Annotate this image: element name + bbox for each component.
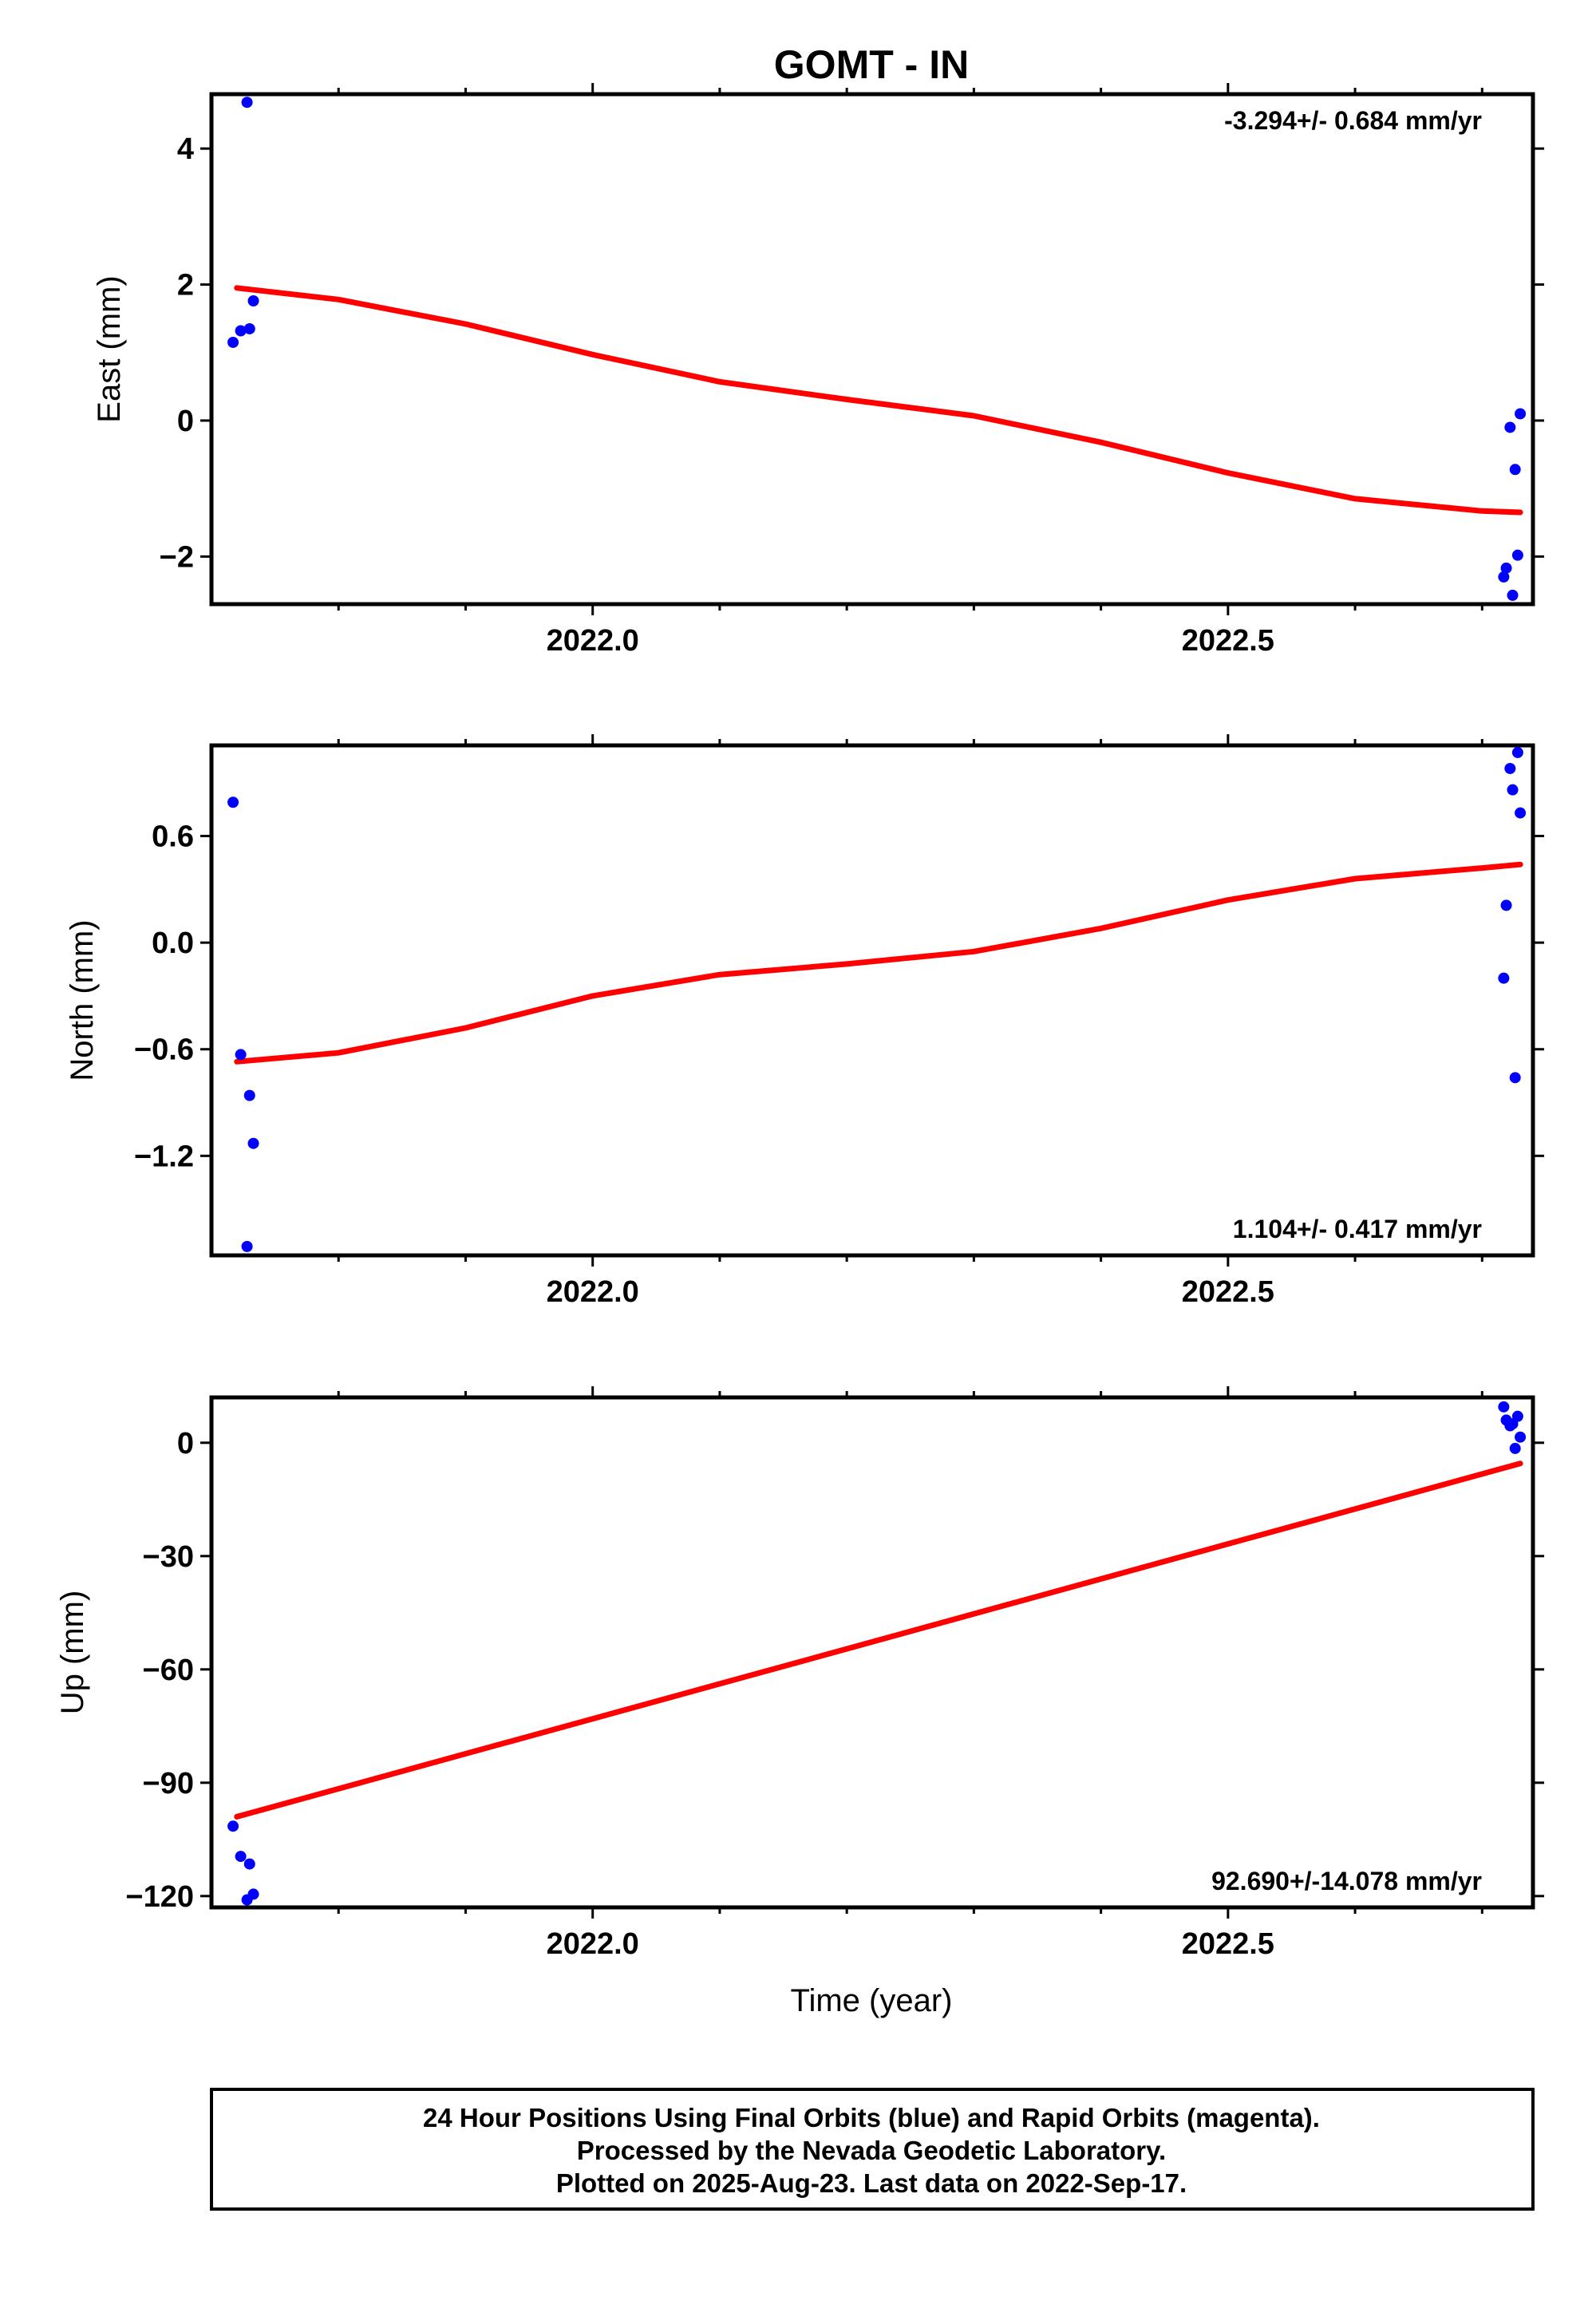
north-rate-label: 1.104+/- 0.417 mm/yr [1233, 1215, 1482, 1243]
east-data-point [227, 336, 239, 348]
north-data-point [235, 1049, 247, 1061]
up-y-tick-label: −30 [143, 1540, 194, 1574]
up-y-tick-label: 0 [177, 1427, 194, 1460]
north-data-point [1509, 1072, 1521, 1084]
up-frame [209, 1395, 1535, 1910]
up-y-axis-label: Up (mm) [55, 1591, 90, 1715]
up-x-tick-label: 2022.5 [1182, 1927, 1274, 1961]
east-x-tick-label: 2022.5 [1182, 624, 1274, 658]
chart-title: GOMT - IN [774, 42, 969, 87]
footer-line-1: 24 Hour Positions Using Final Orbits (bl… [423, 2103, 1320, 2132]
up-data-point [1511, 1410, 1523, 1422]
east-data-point [241, 97, 253, 109]
north-x-tick-label: 2022.0 [547, 1275, 639, 1309]
east-data-point [1500, 562, 1512, 574]
up-data-point [1509, 1442, 1521, 1454]
north-y-tick-label: −0.6 [134, 1034, 194, 1067]
north-data-point [247, 1137, 259, 1149]
footer-line-2: Processed by the Nevada Geodetic Laborat… [577, 2136, 1166, 2165]
east-y-tick-label: 0 [177, 405, 194, 438]
east-y-tick-label: 2 [177, 269, 194, 302]
north-data-point [1507, 784, 1519, 796]
x-axis-label: Time (year) [791, 1983, 953, 2018]
up-fit-line [234, 1460, 1523, 1820]
up-y-tick-label: −60 [143, 1654, 194, 1687]
up-data-point [247, 1888, 259, 1900]
up-y-tick-label: −90 [143, 1767, 194, 1800]
east-data-point [1511, 549, 1523, 561]
east-data-point [1498, 571, 1510, 583]
north-fit-line [234, 861, 1523, 1065]
east-y-axis-label: East (mm) [92, 275, 127, 422]
north-y-axis-label: North (mm) [65, 919, 100, 1081]
north-y-tick-label: 0.0 [152, 927, 194, 960]
up-data-point [1515, 1431, 1527, 1443]
up-data-point [1498, 1401, 1510, 1413]
footer-frame [210, 2088, 1535, 2211]
up-data-point [243, 1858, 255, 1870]
up-panel: 2022.0 2022.5 −120 −90 −60 −30 0 Up (mm) 92.690+… [55, 1386, 1544, 1961]
east-data-point [243, 322, 255, 334]
north-x-tick-label: 2022.5 [1182, 1275, 1274, 1309]
up-data-point [227, 1820, 239, 1832]
east-frame [209, 92, 1535, 607]
up-rate-label: 92.690+/-14.078 mm/yr [1211, 1867, 1482, 1895]
east-data-point [1509, 464, 1521, 476]
up-x-tick-label: 2022.0 [547, 1927, 639, 1961]
north-panel: 2022.0 2022.5 −1.2 −0.6 0.0 0.6 North (mm) 1.10… [65, 734, 1544, 1309]
east-fit-line [234, 285, 1523, 516]
north-y-tick-label: −1.2 [134, 1140, 194, 1173]
north-data-point [1511, 746, 1523, 758]
up-y-tick-label: −120 [125, 1880, 194, 1914]
east-panel: 2022.0 2022.5 −2 0 2 4 East (mm) -3.294+/- 0.68… [92, 83, 1544, 658]
north-data-point [241, 1240, 253, 1252]
east-data-point [1515, 408, 1527, 420]
east-data-point [247, 295, 259, 307]
up-data-point [235, 1851, 247, 1863]
north-data-point [1515, 807, 1527, 819]
footer-box: 24 Hour Positions Using Final Orbits (bl… [210, 2088, 1535, 2211]
east-rate-label: -3.294+/- 0.684 mm/yr [1224, 106, 1482, 135]
east-y-tick-label: −2 [160, 540, 194, 574]
east-y-tick-label: 4 [177, 132, 194, 166]
north-data-point [1498, 972, 1510, 984]
east-data-point [235, 325, 247, 337]
footer-line-3: Plotted on 2025-Aug-23. Last data on 202… [556, 2168, 1187, 2198]
north-frame [209, 743, 1535, 1258]
north-y-tick-label: 0.6 [152, 820, 194, 854]
north-data-point [227, 796, 239, 808]
east-data-point [1504, 421, 1516, 433]
north-data-point [1500, 899, 1512, 911]
east-x-tick-label: 2022.0 [547, 624, 639, 658]
east-data-point [1507, 589, 1519, 601]
north-data-point [1504, 762, 1516, 774]
north-data-point [243, 1089, 255, 1101]
